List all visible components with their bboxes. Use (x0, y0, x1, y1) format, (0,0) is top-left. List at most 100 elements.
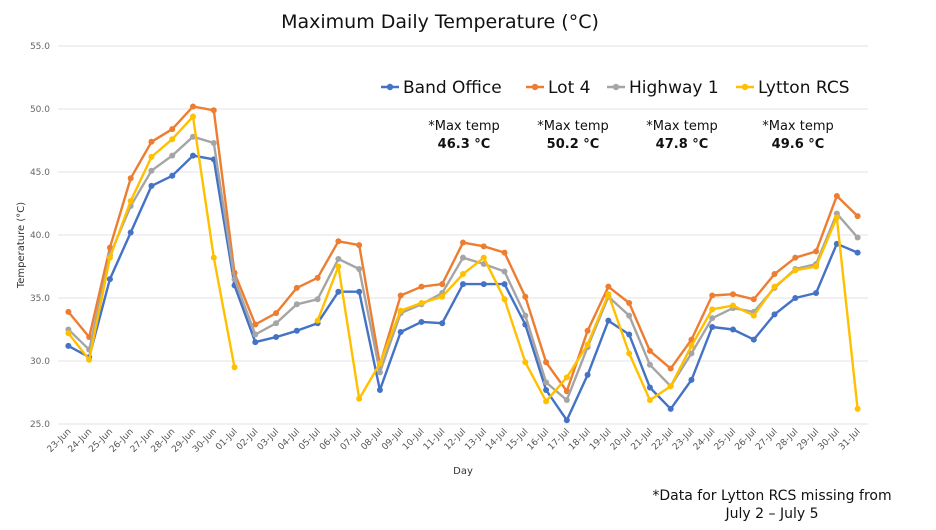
footnote-line-1: *Data for Lytton RCS missing from (652, 488, 891, 504)
data-point (397, 292, 404, 299)
data-point (356, 242, 363, 249)
x-tick-label: 01-Jul (214, 427, 240, 453)
data-point (833, 214, 840, 221)
data-point (771, 283, 778, 290)
x-tick-label: 21-Jul (630, 427, 656, 453)
data-point (65, 330, 72, 337)
data-point (210, 140, 217, 147)
data-point (335, 263, 342, 270)
data-point (688, 376, 695, 383)
data-point (376, 369, 383, 376)
series-band-office (65, 152, 861, 424)
x-tick-label: 16-Jul (526, 427, 552, 453)
legend-swatch-marker (741, 83, 749, 91)
x-tick-label: 12-Jul (443, 427, 469, 453)
data-point (563, 397, 570, 404)
data-point (148, 167, 155, 174)
x-tick-label: 26-Jul (733, 427, 759, 453)
data-point (522, 359, 529, 366)
data-point (148, 138, 155, 145)
x-tick-label: 05-Jul (297, 427, 323, 453)
data-point (252, 321, 259, 328)
data-point (293, 327, 300, 334)
data-point (127, 175, 134, 182)
annotation-label: *Max temp (537, 119, 609, 134)
gridlines (58, 45, 868, 425)
x-tick-label: 24-Jul (692, 427, 718, 453)
y-tick-label: 45.0 (30, 168, 50, 178)
series-lot-4 (65, 103, 861, 395)
data-point (709, 306, 716, 313)
y-tick-labels: 25.0 30.0 35.0 40.0 45.0 50.0 55.0 (30, 42, 50, 430)
x-tick-label: 23-Jul (671, 427, 697, 453)
data-point (646, 347, 653, 354)
data-point (730, 291, 736, 298)
data-point (605, 317, 612, 324)
data-point (460, 254, 466, 261)
annotation-value: 46.3 °C (438, 137, 491, 152)
data-point (460, 239, 466, 246)
data-point (646, 361, 653, 368)
data-point (86, 356, 93, 363)
data-point (480, 281, 487, 288)
series-line-band-office (67, 154, 859, 422)
max-temp-annotation: *Max temp 46.3 °C (428, 119, 500, 152)
data-point (439, 320, 446, 327)
data-point (584, 327, 591, 334)
y-tick-label: 50.0 (30, 105, 50, 115)
legend-label: Lytton RCS (758, 78, 850, 98)
data-point (605, 283, 612, 290)
data-point (460, 271, 466, 278)
annotation-label: *Max temp (762, 119, 834, 134)
data-point (854, 249, 861, 256)
x-tick-label: 18-Jul (567, 427, 593, 453)
x-tick-label: 08-Jul (360, 427, 386, 453)
data-point (293, 284, 300, 291)
data-point (418, 300, 425, 307)
chart-title: Maximum Daily Temperature (°C) (281, 11, 599, 33)
data-point (667, 365, 674, 372)
x-tick-label: 25-Jul (713, 427, 739, 453)
max-temp-annotation: *Max temp 49.6 °C (762, 119, 834, 152)
data-point (543, 386, 550, 393)
data-point (480, 243, 487, 250)
x-tick-label: 13-Jul (463, 427, 489, 453)
data-point (169, 136, 176, 143)
data-point (750, 336, 757, 343)
data-point (688, 342, 695, 349)
max-temp-annotation: *Max temp 47.8 °C (646, 119, 718, 152)
data-point (688, 350, 695, 357)
data-point (439, 293, 446, 300)
data-point (709, 292, 716, 299)
x-tick-labels: 23-Jun24-Jun25-Jun26-Jun27-Jun28-Jun29-J… (46, 427, 863, 455)
legend-swatch-marker (531, 83, 539, 91)
data-point (190, 152, 196, 159)
data-point (252, 339, 259, 346)
data-point (273, 334, 280, 341)
x-tick-label: 29-Jul (796, 427, 822, 453)
data-point (543, 398, 550, 405)
footnote: *Data for Lytton RCS missing from July 2… (652, 488, 891, 522)
x-tick-label: 30-Jul (816, 427, 842, 453)
x-tick-label: 03-Jul (256, 427, 282, 453)
data-point (813, 289, 820, 296)
data-point (169, 172, 176, 179)
data-point (646, 384, 653, 391)
data-point (709, 315, 716, 322)
x-tick-label: 09-Jul (380, 427, 406, 453)
x-axis-label: Day (453, 466, 473, 477)
data-point (231, 276, 238, 283)
data-point (584, 341, 591, 348)
data-point (605, 291, 612, 298)
data-point (190, 113, 196, 120)
x-tick-label: 14-Jul (484, 427, 510, 453)
data-point (439, 281, 446, 288)
annotation-value: 49.6 °C (772, 137, 825, 152)
data-point (65, 308, 72, 315)
data-point (813, 248, 820, 255)
data-point (210, 107, 217, 114)
series-lines (65, 103, 861, 424)
data-point (854, 234, 861, 241)
